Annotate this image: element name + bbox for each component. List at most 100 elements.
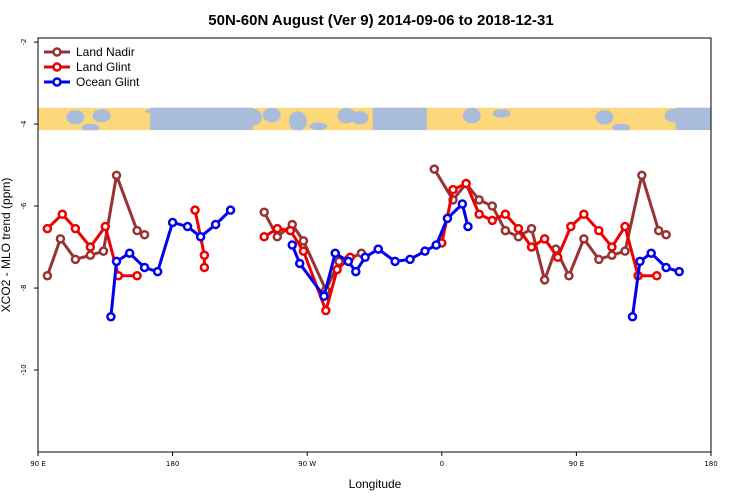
data-point [334,256,344,267]
data-point [98,246,109,256]
data-point [620,221,630,232]
data-point [152,266,163,277]
legend-label: Land Glint [76,60,131,74]
series-ocean-glint [106,199,684,322]
data-point [500,225,511,236]
data-point [500,209,511,220]
data-point [321,305,331,316]
data-point [272,232,283,242]
data-point [539,275,550,285]
x-tick-label: 180 [166,460,179,468]
map-ocean [350,111,369,125]
data-point [653,225,664,236]
data-point [474,195,484,205]
data-point [552,252,563,263]
data-point [70,254,81,265]
data-point [195,232,206,242]
data-point [513,223,524,234]
data-point [420,246,430,256]
data-point [448,184,458,195]
data-point [594,254,604,265]
x-tick-label: 90 E [569,460,585,468]
legend-label: Land Nadir [76,45,135,59]
map-ocean [612,123,631,131]
x-axis: 90 E 180 90 W 0 90 E 180 [30,452,718,468]
data-point [566,221,576,232]
series-land-glint [42,178,662,316]
legend-marker [52,62,62,72]
map-ocean [150,107,253,131]
data-point [564,270,574,281]
data-point [111,256,122,267]
y-axis: -2 -4 -6 -8 -10 [20,39,38,376]
map-ocean [288,111,307,131]
data-point [637,170,647,181]
map-ocean [262,107,281,123]
data-point [405,254,415,265]
data-point [124,248,135,258]
data-point [132,225,142,236]
legend-marker [52,47,62,57]
x-tick-label: 90 W [298,460,316,468]
data-point [463,221,473,232]
data-point [332,264,342,275]
data-point [259,232,269,242]
map-ocean [462,107,481,124]
data-point [627,311,638,322]
data-point [487,215,498,226]
data-point [57,209,68,220]
data-point [429,164,440,174]
data-point [70,223,81,234]
data-point [287,240,297,250]
series-line [109,209,232,317]
data-point [132,270,142,281]
y-tick-label: -4 [20,120,28,128]
data-point [319,291,329,301]
map-ocean [144,108,163,114]
data-point [526,242,537,252]
data-point [42,223,53,234]
data-point [461,178,471,189]
data-point [298,236,309,246]
data-point [106,311,116,322]
data-point [42,270,53,281]
data-point [210,219,221,230]
data-point [298,246,309,256]
data-point [661,230,671,240]
x-tick-label: 0 [440,460,444,468]
legend-marker [52,77,62,87]
data-point [390,256,400,267]
data-point [199,262,210,273]
data-point [431,240,441,250]
data-point [457,199,468,209]
data-point [539,234,550,244]
data-point [607,242,617,252]
data-point [343,256,354,267]
data-point [579,234,589,244]
x-axis-label: Longitude [349,477,402,491]
map-ocean [595,110,614,125]
map-ocean [81,123,100,131]
data-point [272,223,283,234]
data-point [285,225,296,236]
data-point [330,248,340,258]
data-point [85,250,96,260]
data-point [182,221,193,232]
data-point [635,256,645,267]
data-point [661,262,671,273]
map-ocean [243,108,262,126]
chart-title: 50N-60N August (Ver 9) 2014-09-06 to 201… [208,12,553,29]
data-point [199,250,210,260]
data-point [607,250,617,260]
data-point [474,209,484,220]
y-tick-label: -2 [20,39,28,46]
y-axis-label: XCO2 - MLO trend (ppm) [0,178,13,313]
data-point [190,205,200,215]
data-point [526,223,537,234]
map-ocean [92,108,111,123]
data-point [225,205,236,215]
map-ocean [664,108,683,123]
x-tick-label: 180 [704,460,717,468]
data-point [594,225,604,236]
